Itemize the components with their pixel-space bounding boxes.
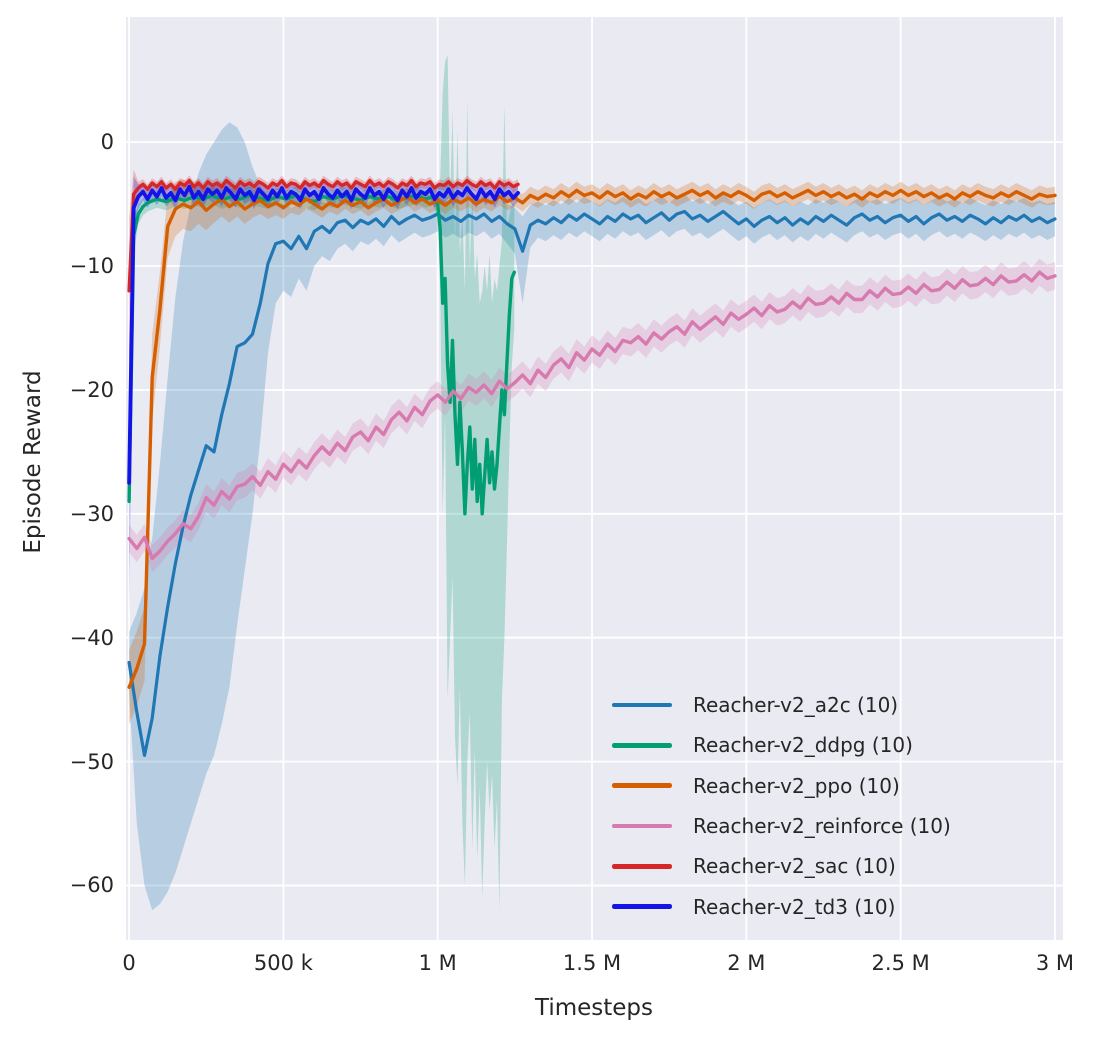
legend-label-ppo: Reacher-v2_ppo (10) bbox=[693, 773, 900, 798]
legend-label-ddpg: Reacher-v2_ddpg (10) bbox=[693, 733, 913, 758]
line-a2c bbox=[127, 209, 1057, 758]
legend-swatch-reinforce bbox=[612, 823, 672, 829]
line-ddpg bbox=[127, 193, 516, 516]
legend-item-reinforce: Reacher-v2_reinforce (10) bbox=[612, 806, 951, 846]
legend-label-td3: Reacher-v2_td3 (10) bbox=[693, 894, 896, 919]
x-tick-label: 2.5 M bbox=[871, 951, 930, 975]
legend-swatch-a2c bbox=[612, 702, 672, 708]
legend-item-td3: Reacher-v2_td3 (10) bbox=[612, 886, 951, 926]
x-tick-label: 3 M bbox=[1035, 951, 1075, 975]
legend-item-ppo: Reacher-v2_ppo (10) bbox=[612, 766, 951, 806]
line-sac bbox=[127, 178, 520, 293]
legend-swatch-sac bbox=[612, 864, 672, 869]
chart-canvas bbox=[126, 17, 1063, 940]
legend-label-reinforce: Reacher-v2_reinforce (10) bbox=[693, 814, 951, 839]
y-tick-label: 0 bbox=[100, 130, 114, 155]
y-tick-label: −30 bbox=[69, 501, 114, 526]
line-ppo bbox=[127, 188, 1057, 689]
band-reinforce bbox=[129, 258, 1056, 572]
y-tick-label: −20 bbox=[69, 377, 114, 402]
legend-swatch-ppo bbox=[612, 783, 672, 788]
band-sac bbox=[129, 169, 518, 366]
line-reinforce bbox=[127, 270, 1057, 561]
legend-swatch-ddpg bbox=[612, 743, 672, 748]
legend-item-a2c: Reacher-v2_a2c (10) bbox=[612, 685, 951, 725]
x-tick-label: 500 k bbox=[253, 951, 313, 975]
x-axis-label: Timesteps bbox=[534, 995, 654, 1021]
legend-label-sac: Reacher-v2_sac (10) bbox=[693, 854, 896, 879]
plot-area: Reacher-v2_a2c (10) Reacher-v2_ddpg (10) R… bbox=[126, 17, 1063, 940]
line-td3 bbox=[127, 184, 520, 485]
y-tick-label: −10 bbox=[69, 254, 114, 279]
legend: Reacher-v2_a2c (10) Reacher-v2_ddpg (10) R… bbox=[612, 685, 951, 927]
legend-swatch-td3 bbox=[612, 904, 672, 909]
y-tick-label: −60 bbox=[69, 873, 114, 898]
x-tick-label: 1 M bbox=[418, 951, 457, 975]
y-tick-label: −40 bbox=[69, 625, 114, 650]
x-tick-label: 2 M bbox=[727, 951, 766, 975]
legend-item-ddpg: Reacher-v2_ddpg (10) bbox=[612, 725, 951, 765]
x-tick-label: 1.5 M bbox=[562, 951, 622, 975]
legend-item-sac: Reacher-v2_sac (10) bbox=[612, 846, 951, 886]
legend-label-a2c: Reacher-v2_a2c (10) bbox=[693, 693, 899, 718]
x-tick-label: 0 bbox=[122, 951, 136, 975]
gridlines bbox=[126, 17, 1063, 940]
y-tick-label: −50 bbox=[69, 749, 114, 774]
